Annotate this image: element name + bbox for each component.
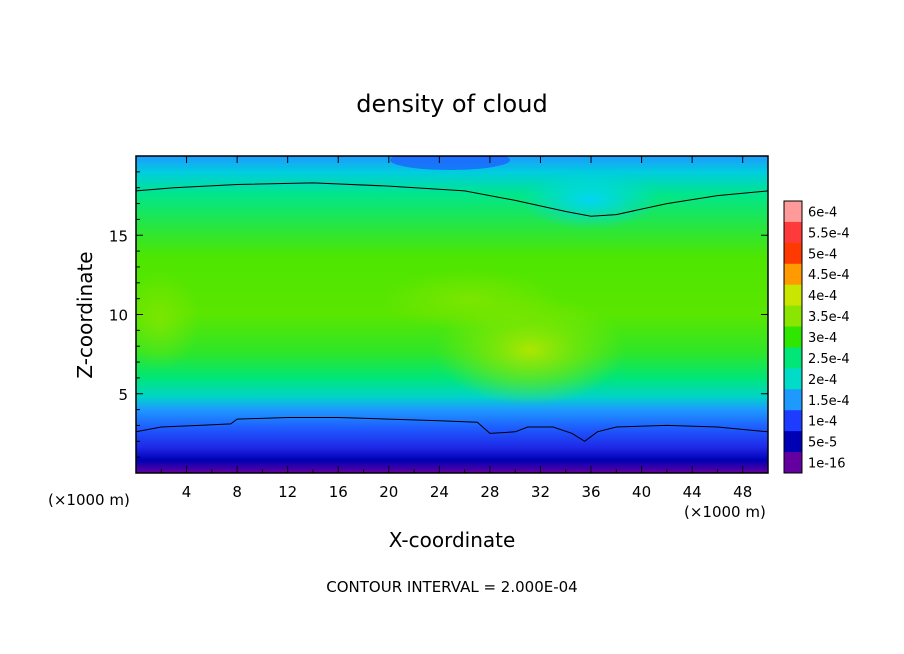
x-tick-label: 20 [379,483,398,501]
x-tick-label: 8 [232,483,242,501]
colorbar-swatch [784,263,802,286]
colorbar-label: 2e-4 [808,373,837,388]
colorbar-swatch [784,242,802,265]
colorbar: 6e-4 5.5e-4 5e-4 4.5e-4 4e-4 3.5e-4 3e-4 2.5e-4… [783,200,850,474]
colorbar-label: 5.5e-4 [808,226,850,241]
contour-line-2 [136,417,768,442]
colorbar-label: 3e-4 [808,331,837,346]
colorbar-label: 6e-4 [808,205,837,220]
colorbar-label: 1e-16 [808,457,846,472]
x-tick-label: 24 [430,483,449,501]
x-tick-label: 12 [278,483,297,501]
x-tick-label: 40 [632,483,651,501]
mid-density-region [380,270,560,330]
colorbar-label: 4.5e-4 [808,268,850,283]
colorbar-label: 1.5e-4 [808,394,850,409]
top-dark-region [390,156,510,170]
x-unit-right: (×1000 m) [684,503,766,521]
y-tick-label: 10 [109,307,128,325]
x-unit-left: (×1000 m) [48,491,130,509]
colorbar-label: 1e-4 [808,415,837,430]
x-tick-label: 44 [683,483,702,501]
x-axis-label: X-coordinate [389,528,516,552]
contour-lines [136,182,768,442]
colorbar-swatch [784,410,802,432]
y-axis-ticks: 5 10 15 [109,171,768,458]
colorbar-label: 2.5e-4 [808,352,850,367]
colorbar-swatch [784,347,802,369]
contour-interval-footer: CONTOUR INTERVAL = 2.000E-04 [326,578,577,596]
y-tick-label: 5 [118,386,128,404]
colorbar-label: 4e-4 [808,289,837,304]
colorbar-swatch [784,221,802,244]
left-bulge-region [136,270,200,370]
y-tick-label: 15 [109,227,128,245]
y-axis-label: Z-coordinate [73,251,97,378]
x-tick-label: 16 [329,483,348,501]
plot-area [136,156,768,473]
colorbar-swatch [784,368,802,390]
x-tick-label: 48 [733,483,752,501]
colorbar-swatch [784,452,802,474]
colorbar-frame [783,200,803,474]
x-axis-ticks: 4 8 12 16 20 24 28 32 36 40 44 48 [160,156,752,501]
x-tick-label: 4 [182,483,192,501]
colorbar-label: 3.5e-4 [808,310,850,325]
contour-line-1 [136,182,768,217]
x-tick-label: 28 [480,483,499,501]
colorbar-swatch [784,201,802,223]
x-tick-label: 36 [581,483,600,501]
top-dip-region [520,170,660,230]
x-tick-label: 32 [531,483,550,501]
colorbar-swatch [784,389,802,411]
colorbar-swatch [784,305,802,328]
chart-title: density of cloud [356,90,547,118]
colorbar-swatch [784,284,802,307]
colorbar-swatch [784,431,802,453]
colorbar-label: 5e-5 [808,436,837,451]
colorbar-swatch [784,326,802,348]
colorbar-label: 5e-4 [808,247,837,262]
